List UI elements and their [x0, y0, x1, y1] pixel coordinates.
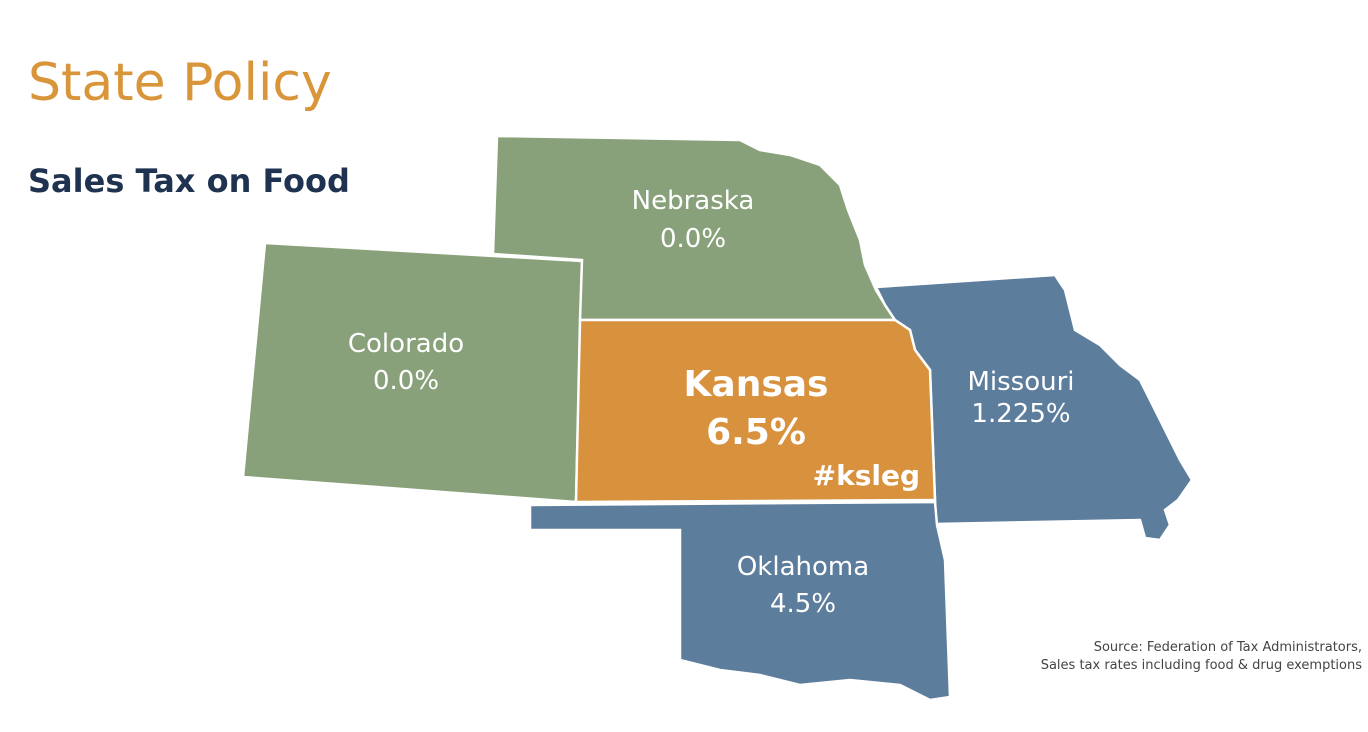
source-line: Sales tax rates including food & drug ex…: [1041, 658, 1363, 673]
state-rate: 0.0%: [373, 366, 439, 396]
state-rate: 0.0%: [660, 224, 726, 254]
state-name: Missouri: [967, 367, 1074, 397]
subtitle: Sales Tax on Food: [28, 162, 350, 200]
hashtag: #ksleg: [813, 459, 920, 492]
state-name: Kansas: [684, 364, 829, 405]
state-name: Nebraska: [632, 186, 755, 216]
title: State Policy: [28, 53, 332, 113]
state-rate: 1.225%: [971, 399, 1070, 429]
kansas-shape: [574, 318, 937, 504]
state-name: Colorado: [348, 329, 464, 359]
oklahoma-shape: [528, 500, 952, 702]
source-line: Source: Federation of Tax Administrators…: [1094, 640, 1362, 655]
state-name: Oklahoma: [737, 552, 869, 582]
state-rate: 6.5%: [706, 412, 806, 453]
nebraska-shape: [491, 134, 898, 322]
state-rate: 4.5%: [770, 589, 836, 619]
